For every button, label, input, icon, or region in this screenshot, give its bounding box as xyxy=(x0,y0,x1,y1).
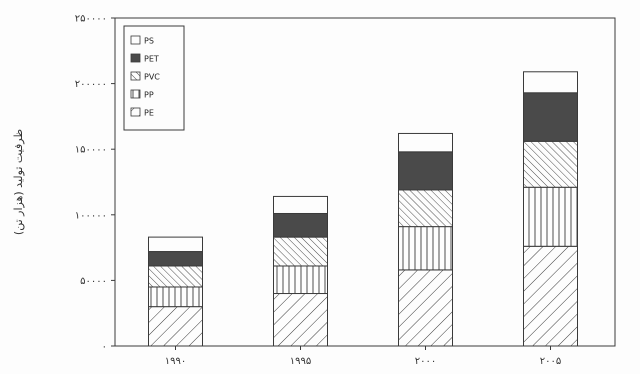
bar-segment-pe xyxy=(273,293,328,347)
legend-item: PET xyxy=(130,53,159,64)
y-tick-label: ۱۰۰۰۰۰ xyxy=(75,210,107,221)
legend: PS PET PVC PP PE xyxy=(123,25,185,131)
bar-stack xyxy=(523,71,578,347)
bar-segment-ps xyxy=(148,236,203,253)
legend-label: PE xyxy=(144,109,154,118)
legend-item: PS xyxy=(130,35,154,46)
bar-segment-pet xyxy=(523,92,578,142)
bar-segment-pvc xyxy=(148,265,203,288)
bar-segment-pp xyxy=(523,186,578,247)
y-axis-label: ظرفیت تولید (هزار تن) xyxy=(12,129,25,235)
bar-segment-ps xyxy=(398,132,453,153)
bar-segment-pe xyxy=(398,269,453,347)
y-tick-label: ۰ xyxy=(102,342,107,353)
legend-label: PS xyxy=(144,37,154,46)
bar-segment-pet xyxy=(273,212,328,238)
legend-swatch xyxy=(130,35,141,45)
y-tick-label: ۱۵۰۰۰۰ xyxy=(75,145,107,156)
bar-segment-pp xyxy=(398,226,453,271)
bar-segment-pvc xyxy=(523,140,578,188)
x-tick-label: ۱۹۹۰ xyxy=(165,356,186,367)
bar-stack xyxy=(398,132,453,347)
x-tick-label: ۲۰۰۵ xyxy=(540,356,561,367)
bar-segment-pvc xyxy=(398,189,453,228)
bar-stack xyxy=(273,195,328,347)
legend-label: PP xyxy=(144,91,154,100)
legend-swatch xyxy=(130,107,141,117)
bar-segment-ps xyxy=(273,195,328,214)
plot-area-frame xyxy=(114,17,616,347)
x-axis: ۱۹۹۰ ۱۹۹۵ ۲۰۰۰ ۲۰۰۵ xyxy=(165,346,561,367)
legend-swatch xyxy=(130,71,141,81)
legend-swatch xyxy=(130,89,141,99)
y-tick-label: ۵۰۰۰۰ xyxy=(80,276,107,287)
bar-segment-pet xyxy=(398,151,453,191)
bar-segment-pet xyxy=(148,251,203,267)
bar-segment-pp xyxy=(273,265,328,295)
bar-stack xyxy=(148,236,203,347)
bar-segment-ps xyxy=(523,71,578,94)
x-tick-label: ۲۰۰۰ xyxy=(415,356,436,367)
bar-segment-pvc xyxy=(273,236,328,267)
y-axis: ۰ ۵۰۰۰۰ ۱۰۰۰۰۰ ۱۵۰۰۰۰ ۲۰۰۰۰۰ ۲۵۰۰۰۰ xyxy=(75,14,115,353)
legend-swatch xyxy=(130,53,141,63)
legend-item: PP xyxy=(130,89,154,100)
legend-label: PVC xyxy=(144,73,160,82)
legend-label: PET xyxy=(144,55,159,64)
bar-segment-pe xyxy=(523,245,578,347)
x-tick-label: ۱۹۹۵ xyxy=(290,356,311,367)
bar-segment-pp xyxy=(148,286,203,308)
bar-segment-pe xyxy=(148,306,203,347)
legend-item: PE xyxy=(130,107,154,118)
legend-item: PVC xyxy=(130,71,160,82)
bar-stacks xyxy=(148,71,578,347)
y-tick-label: ۲۰۰۰۰۰ xyxy=(75,79,107,90)
y-tick-label: ۲۵۰۰۰۰ xyxy=(75,14,107,25)
